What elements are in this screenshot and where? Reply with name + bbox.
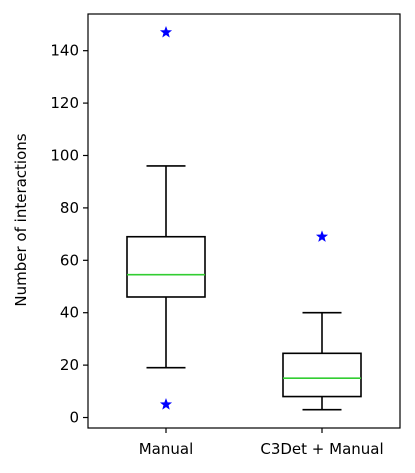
y-tick-label: 100 xyxy=(50,146,79,164)
iqr-box xyxy=(126,235,206,298)
iqr-box xyxy=(282,352,362,398)
x-tick-label: C3Det + Manual xyxy=(260,440,383,458)
y-tick-label: 120 xyxy=(50,94,79,112)
y-tick-label: 140 xyxy=(50,42,79,60)
y-tick-label: 20 xyxy=(60,356,79,374)
x-tick-label: Manual xyxy=(139,440,194,458)
y-tick-label: 60 xyxy=(60,251,79,269)
axes-frame xyxy=(87,13,401,429)
outlier-marker xyxy=(159,25,173,38)
box-group-1 xyxy=(282,230,362,411)
outlier-marker xyxy=(315,230,329,242)
y-axis-ticks: 0 20 40 60 80 100 120 140 xyxy=(50,42,88,427)
y-tick-label: 80 xyxy=(60,199,79,217)
y-tick-label: 40 xyxy=(60,304,79,322)
box-group-0 xyxy=(126,25,206,410)
y-axis-label: Number of interactions xyxy=(12,133,30,306)
x-axis-ticks: Manual C3Det + Manual xyxy=(139,428,384,458)
plot-area xyxy=(87,13,401,429)
y-tick-label: 0 xyxy=(69,409,79,427)
outlier-marker xyxy=(159,398,173,410)
